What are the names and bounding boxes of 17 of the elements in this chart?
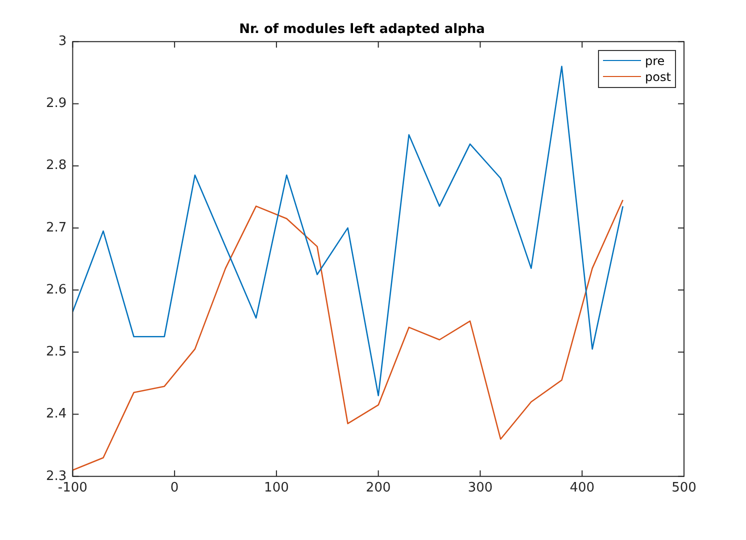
x-tick-label: 300	[468, 480, 493, 496]
x-tick-label: 400	[570, 480, 595, 496]
x-tick-label: 100	[264, 480, 289, 496]
x-tick-label: 500	[672, 480, 696, 496]
x-tick-label: 0	[170, 480, 179, 496]
y-tick-label: 2.5	[46, 344, 67, 360]
y-tick-label: 2.7	[46, 220, 67, 236]
chart-title: Nr. of modules left adapted alpha	[239, 22, 485, 38]
x-tick-label: 200	[366, 480, 391, 496]
legend-label: post	[645, 68, 671, 85]
y-tick-label: 2.4	[46, 406, 67, 422]
y-tick-label: 2.6	[46, 282, 67, 298]
y-tick-label: 2.9	[46, 96, 67, 112]
y-tick-label: 3	[58, 34, 67, 49]
legend-label: pre	[645, 52, 665, 69]
y-tick-label: 2.8	[46, 158, 67, 174]
x-tick-label: -100	[58, 480, 88, 496]
